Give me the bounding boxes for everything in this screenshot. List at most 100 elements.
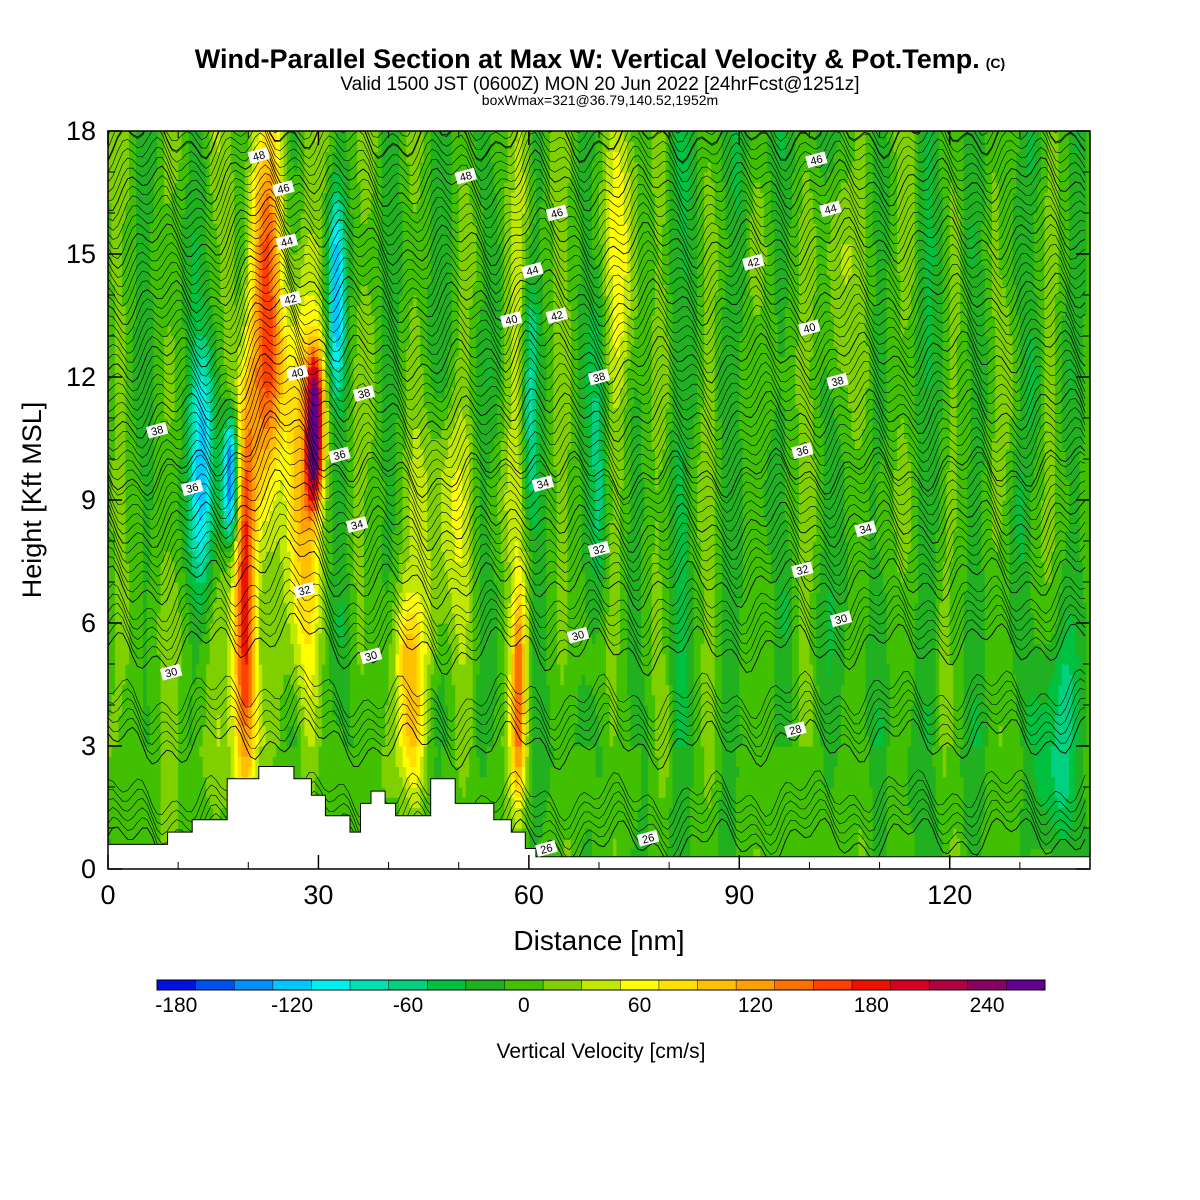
field-cell (129, 725, 134, 737)
field-cell (136, 172, 141, 183)
field-cell (304, 254, 309, 265)
field-cell (272, 418, 277, 429)
field-cell (164, 551, 169, 563)
field-cell (234, 766, 239, 778)
field-cell (321, 233, 326, 245)
field-cell (290, 141, 295, 153)
field-cell (164, 469, 169, 481)
field-cell (192, 551, 197, 563)
field-cell (199, 776, 204, 788)
field-cell (258, 746, 263, 757)
field-cell (136, 489, 141, 501)
field-cell (325, 192, 330, 204)
field-cell (150, 295, 155, 306)
field-cell (220, 264, 225, 276)
field-cell (329, 315, 334, 327)
field-cell (223, 182, 228, 194)
field-cell (244, 213, 249, 224)
field-cell (258, 551, 263, 563)
field-cell (171, 192, 176, 204)
field-cell (153, 305, 158, 317)
field-cell (300, 397, 305, 409)
field-cell (202, 664, 207, 675)
field-cell (293, 284, 298, 296)
field-cell (262, 192, 267, 204)
field-cell (199, 694, 204, 706)
field-cell (153, 315, 158, 327)
field-cell (227, 520, 232, 532)
field-cell (258, 407, 263, 419)
field-cell (223, 407, 228, 419)
field-cell (272, 756, 277, 768)
field-cell (139, 592, 144, 604)
field-cell (265, 131, 270, 142)
field-cell (255, 336, 260, 347)
field-cell (227, 694, 232, 706)
field-cell (118, 202, 123, 214)
field-cell (258, 500, 263, 511)
field-cell (248, 643, 253, 655)
field-cell (336, 623, 341, 634)
field-cell (153, 715, 158, 727)
field-cell (339, 541, 344, 552)
field-cell (220, 776, 225, 788)
field-cell (160, 469, 165, 481)
field-cell (202, 592, 207, 604)
field-cell (325, 459, 330, 470)
field-cell (118, 828, 123, 839)
field-cell (171, 510, 176, 522)
field-cell (286, 131, 291, 142)
field-cell (188, 346, 193, 358)
field-cell (332, 612, 337, 624)
field-cell (150, 325, 155, 337)
field-cell (213, 141, 218, 153)
field-cell (220, 284, 225, 296)
field-cell (265, 489, 270, 501)
field-cell (209, 438, 214, 450)
field-cell (350, 674, 355, 686)
field-cell (125, 561, 130, 573)
field-cell (321, 459, 326, 470)
field-cell (139, 479, 144, 491)
field-cell (227, 756, 232, 768)
field-cell (181, 551, 186, 563)
field-cell (346, 715, 351, 727)
field-cell (227, 725, 232, 737)
field-cell (255, 418, 260, 429)
field-cell (146, 459, 151, 470)
field-cell (272, 694, 277, 706)
field-cell (146, 141, 151, 153)
field-cell (223, 192, 228, 204)
field-cell (290, 520, 295, 532)
field-cell (167, 295, 172, 306)
field-cell (146, 397, 151, 409)
field-cell (167, 448, 172, 460)
field-cell (178, 397, 183, 409)
field-cell (199, 571, 204, 583)
field-cell (237, 141, 242, 153)
field-cell (255, 254, 260, 265)
field-cell (195, 397, 200, 409)
field-cell (269, 756, 274, 768)
field-cell (199, 295, 204, 306)
field-cell (223, 305, 228, 317)
field-cell (129, 756, 134, 768)
field-cell (122, 377, 127, 388)
field-cell (195, 438, 200, 450)
field-cell (167, 623, 172, 634)
field-cell (283, 305, 288, 317)
field-cell (192, 438, 197, 450)
field-cell (300, 561, 305, 573)
field-cell (202, 448, 207, 460)
field-cell (188, 151, 193, 163)
field-cell (343, 254, 348, 265)
field-cell (255, 664, 260, 675)
field-cell (199, 705, 204, 716)
chart-subtitle: Valid 1500 JST (0600Z) MON 20 Jun 2022 [… (0, 74, 1200, 96)
field-cell (125, 633, 130, 645)
field-cell (146, 735, 151, 747)
field-cell (199, 254, 204, 265)
field-cell (216, 541, 221, 552)
field-cell (258, 243, 263, 255)
field-cell (115, 551, 120, 563)
